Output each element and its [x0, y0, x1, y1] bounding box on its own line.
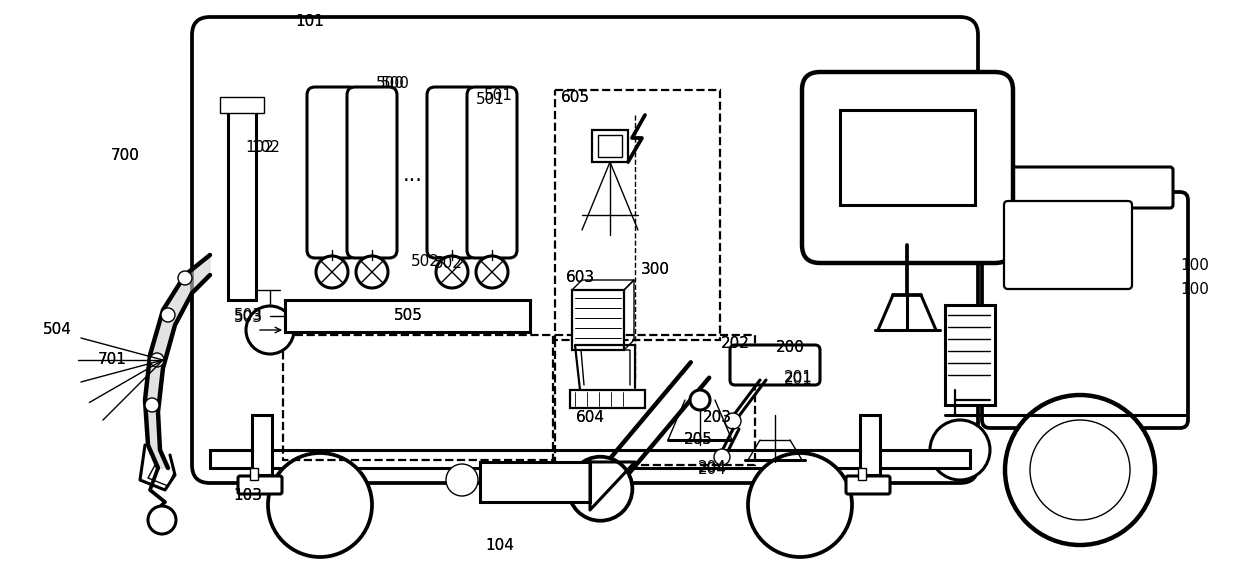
Bar: [228, 100, 255, 300]
Text: 200: 200: [775, 340, 805, 356]
Circle shape: [356, 256, 388, 288]
Bar: [839, 110, 975, 205]
FancyBboxPatch shape: [997, 167, 1173, 208]
Bar: [252, 415, 272, 475]
Bar: [858, 468, 866, 480]
Text: 604: 604: [575, 411, 605, 426]
Text: 204: 204: [698, 460, 727, 475]
Text: 101: 101: [295, 14, 325, 30]
Text: 603: 603: [565, 271, 594, 285]
Bar: [556, 90, 720, 340]
Bar: [480, 462, 590, 502]
Bar: [556, 335, 755, 465]
Circle shape: [246, 306, 294, 354]
Circle shape: [689, 390, 711, 410]
Text: 700: 700: [110, 148, 139, 162]
Circle shape: [1004, 395, 1154, 545]
Circle shape: [179, 271, 192, 285]
Circle shape: [748, 453, 852, 557]
Text: 500: 500: [381, 76, 409, 90]
Text: 100: 100: [1180, 283, 1209, 297]
Text: ...: ...: [403, 165, 423, 185]
Text: 501: 501: [476, 93, 505, 108]
Circle shape: [725, 413, 742, 429]
Text: 503: 503: [233, 308, 263, 323]
Text: 101: 101: [295, 14, 325, 30]
Polygon shape: [145, 255, 210, 468]
Text: 201: 201: [784, 371, 812, 386]
Circle shape: [161, 308, 175, 322]
Text: 202: 202: [720, 336, 749, 352]
Text: 603: 603: [565, 271, 594, 285]
Text: 504: 504: [42, 323, 72, 337]
Text: 205: 205: [683, 432, 713, 447]
Bar: [570, 390, 645, 408]
Text: 501: 501: [484, 88, 512, 102]
Text: 605: 605: [560, 90, 589, 105]
Text: 604: 604: [575, 411, 605, 426]
Bar: [210, 450, 970, 468]
Circle shape: [1030, 420, 1130, 520]
Text: 100: 100: [1180, 257, 1209, 272]
FancyBboxPatch shape: [1004, 201, 1132, 289]
Text: 300: 300: [641, 263, 670, 277]
FancyBboxPatch shape: [192, 17, 978, 483]
Text: 103: 103: [233, 488, 263, 503]
Text: 203: 203: [703, 411, 732, 426]
FancyBboxPatch shape: [427, 87, 477, 258]
Polygon shape: [590, 462, 635, 510]
Circle shape: [446, 464, 477, 496]
Circle shape: [268, 453, 372, 557]
Circle shape: [316, 256, 348, 288]
Circle shape: [145, 398, 159, 412]
Circle shape: [714, 449, 730, 465]
Text: 504: 504: [42, 323, 72, 337]
Text: 605: 605: [560, 90, 589, 105]
Bar: [861, 415, 880, 475]
Text: 701: 701: [98, 352, 126, 367]
Text: 104: 104: [486, 538, 515, 553]
FancyBboxPatch shape: [308, 87, 357, 258]
Text: 102: 102: [252, 141, 280, 156]
Circle shape: [568, 456, 632, 521]
Bar: [598, 135, 622, 157]
FancyBboxPatch shape: [347, 87, 397, 258]
Text: 104: 104: [486, 538, 515, 553]
FancyBboxPatch shape: [802, 72, 1013, 263]
Text: 203: 203: [703, 411, 732, 426]
Text: 202: 202: [720, 336, 749, 352]
Text: 300: 300: [641, 263, 670, 277]
Text: 505: 505: [393, 308, 423, 324]
Bar: [283, 335, 553, 460]
Text: 201: 201: [784, 372, 812, 387]
Text: 502: 502: [434, 256, 463, 272]
Circle shape: [148, 506, 176, 534]
Text: 102: 102: [246, 141, 274, 156]
Bar: [945, 305, 994, 405]
FancyBboxPatch shape: [846, 476, 890, 494]
Bar: [250, 468, 258, 480]
Circle shape: [930, 420, 990, 480]
Text: 204: 204: [698, 463, 727, 478]
Text: 505: 505: [393, 308, 423, 324]
Text: 502: 502: [410, 255, 439, 269]
Bar: [591, 130, 627, 162]
Text: 500: 500: [376, 76, 404, 90]
Bar: [572, 290, 624, 350]
Bar: [285, 300, 529, 332]
FancyBboxPatch shape: [730, 345, 820, 385]
Text: 503: 503: [233, 311, 263, 325]
Text: 103: 103: [233, 488, 263, 503]
FancyBboxPatch shape: [982, 192, 1188, 428]
Circle shape: [150, 353, 164, 367]
Text: 205: 205: [683, 432, 713, 447]
Bar: [219, 97, 264, 113]
FancyBboxPatch shape: [238, 476, 281, 494]
Circle shape: [476, 256, 508, 288]
Text: 700: 700: [110, 148, 139, 162]
Circle shape: [436, 256, 467, 288]
Text: 200: 200: [775, 340, 805, 356]
FancyBboxPatch shape: [467, 87, 517, 258]
Text: 701: 701: [98, 352, 126, 367]
